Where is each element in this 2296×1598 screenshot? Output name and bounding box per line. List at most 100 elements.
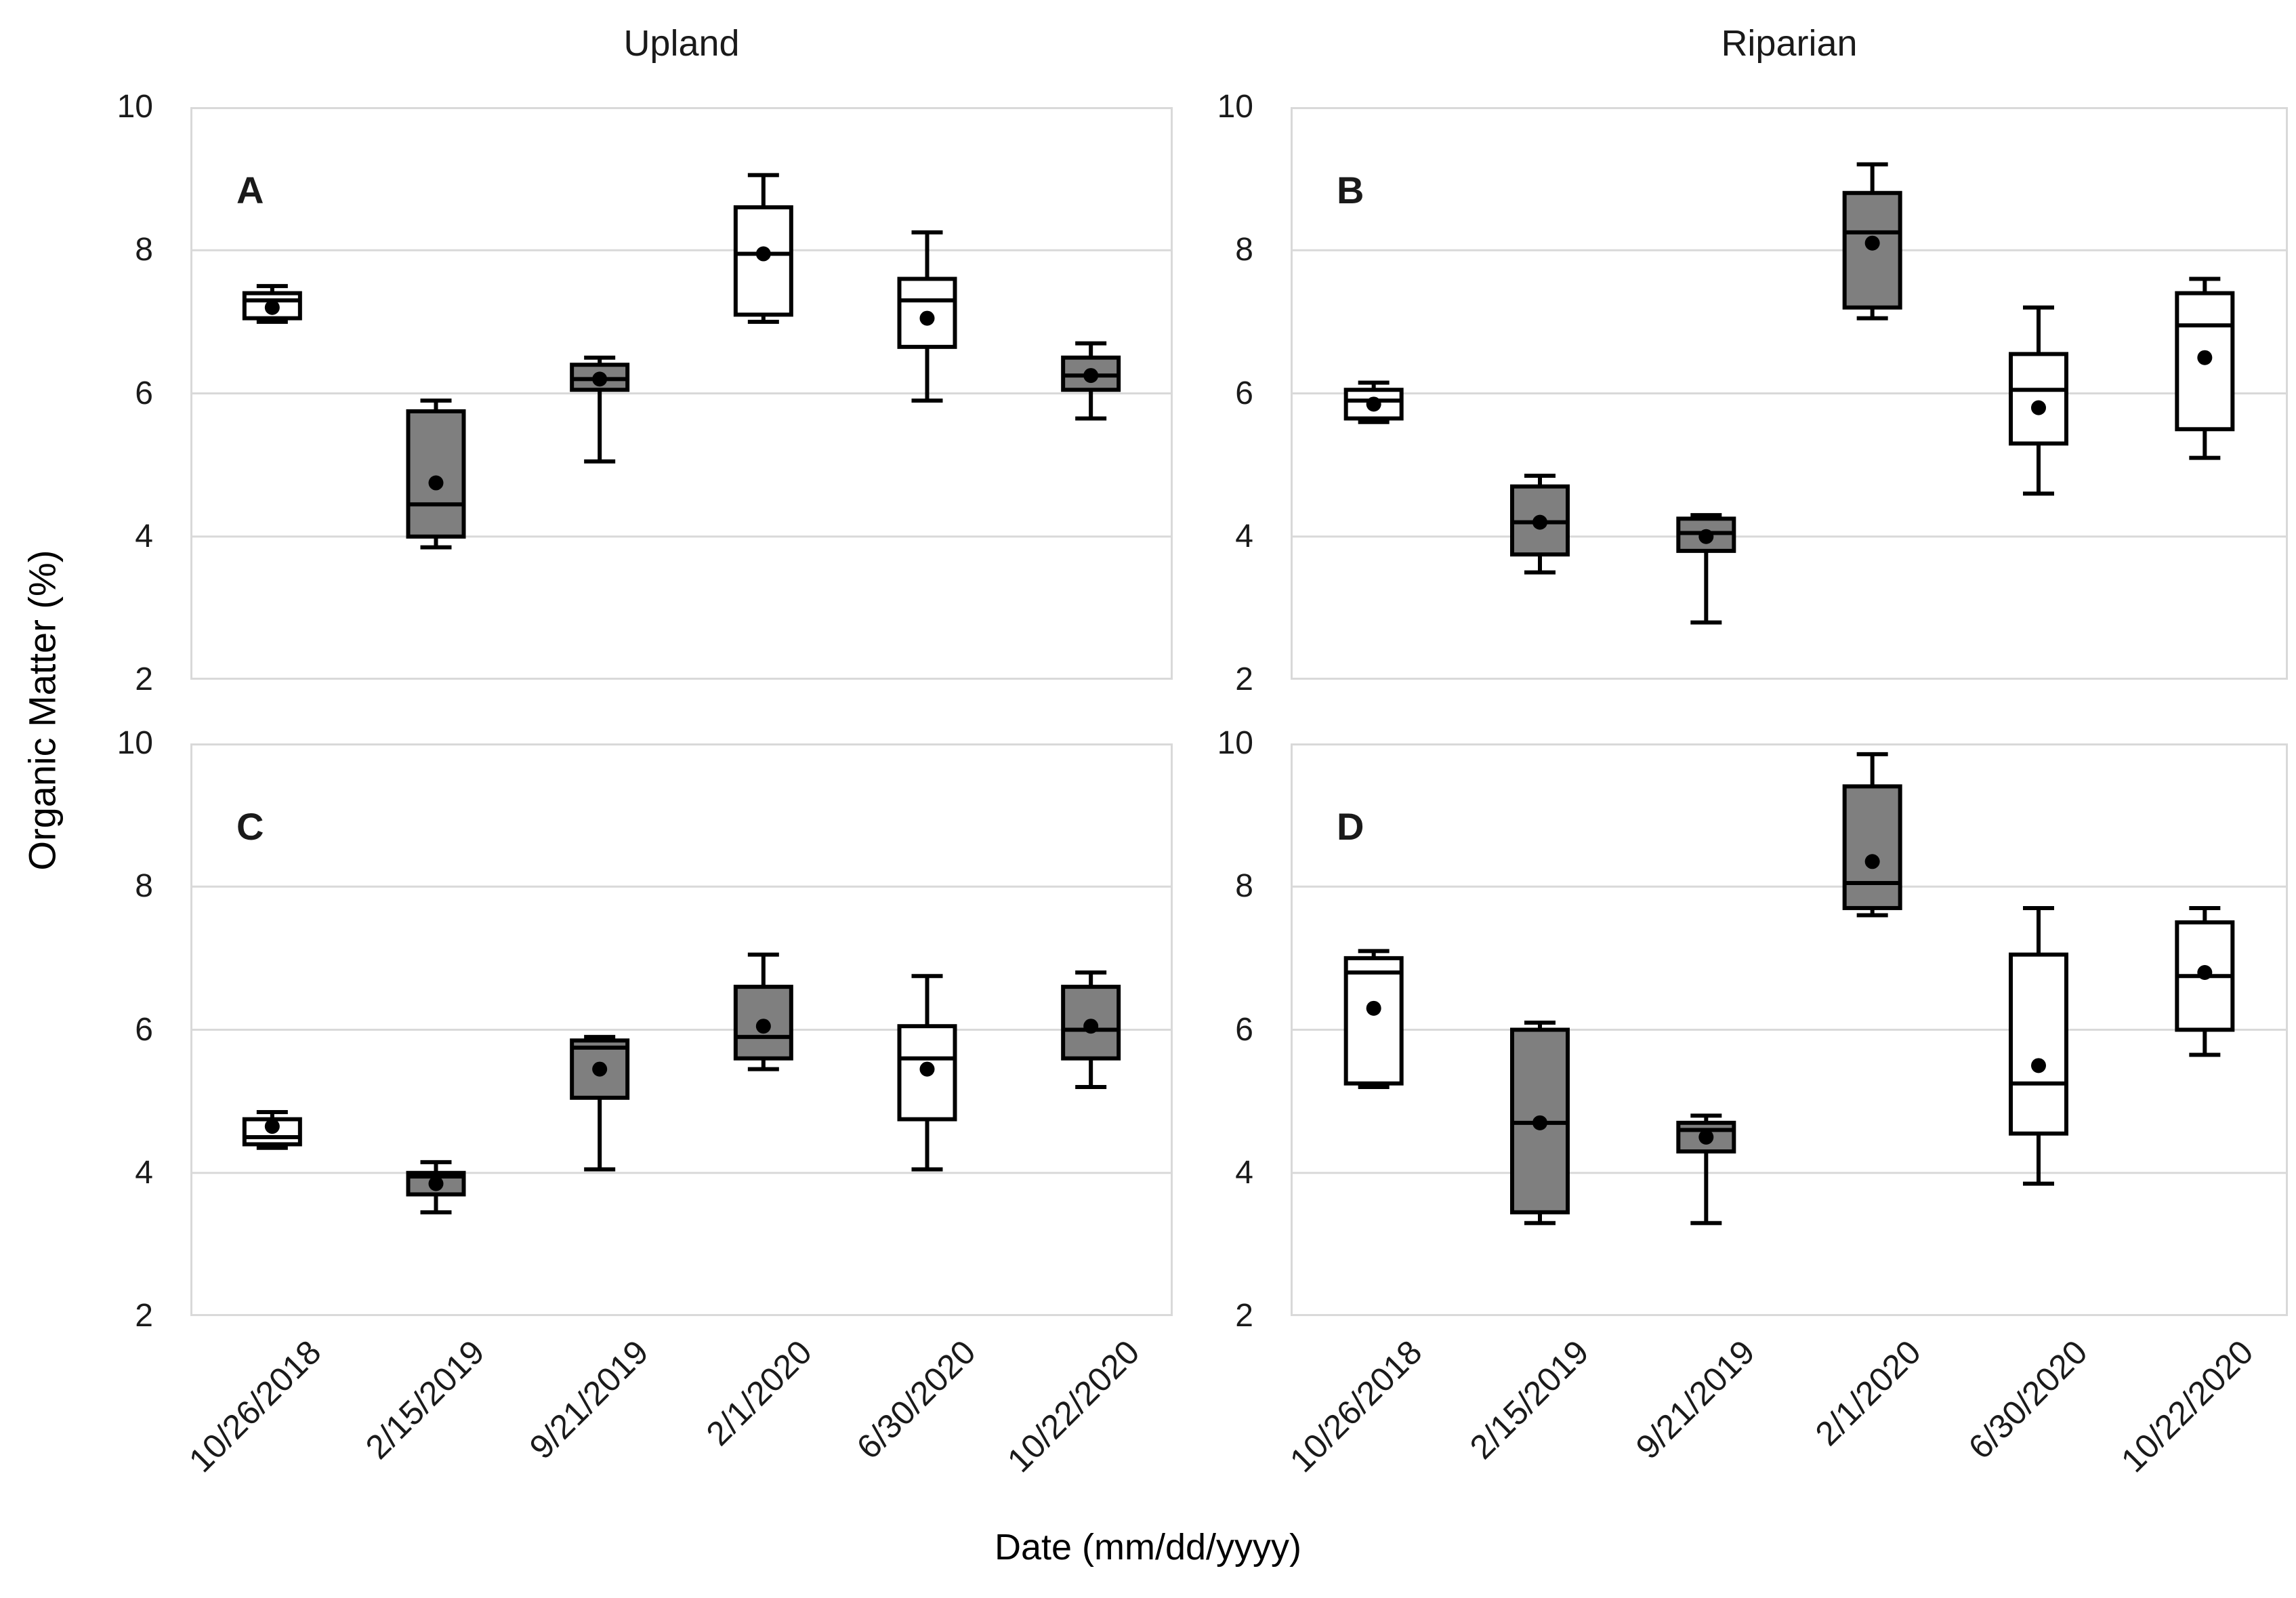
mean-dot (264, 300, 280, 315)
boxplot-D-10/26/2018 (1343, 949, 1404, 1089)
mean-dot (1864, 854, 1880, 869)
mean-dot (264, 1119, 280, 1134)
y-tick-label-A-4: 4 (135, 518, 153, 554)
panel-A: A (190, 107, 1173, 680)
boxplot-C-2/15/2019 (406, 1160, 466, 1214)
x-tick-label-C-10/22/2020: 10/22/2020 (999, 1332, 1147, 1480)
boxplot-B-2/1/2020 (1842, 162, 1902, 321)
mean-dot (2197, 965, 2213, 980)
mean-dot (428, 1176, 444, 1191)
panel-D: D (1291, 743, 2288, 1316)
y-tick-label-B-4: 4 (1235, 518, 1253, 554)
mean-dot (755, 246, 771, 262)
boxplot-A-10/26/2018 (242, 284, 302, 324)
panel-A-plot: A (190, 107, 1173, 680)
mean-dot (1083, 1019, 1099, 1034)
boxplot-B-10/22/2020 (2175, 276, 2235, 460)
y-tick-label-B-10: 10 (1217, 89, 1253, 125)
boxplot-D-2/1/2020 (1842, 752, 1902, 918)
panel-C-plot: C (190, 743, 1173, 1316)
column-title-riparian: Riparian (1721, 23, 1858, 64)
y-tick-label-A-10: 10 (117, 89, 153, 125)
boxplot-C-9/21/2019 (570, 1035, 630, 1172)
x-tick-label-D-6/30/2020: 6/30/2020 (1961, 1332, 2095, 1467)
y-tick-label-D-2: 2 (1235, 1298, 1253, 1334)
mean-dot (1698, 529, 1714, 544)
mean-dot (919, 310, 935, 326)
x-tick-label-D-10/22/2020: 10/22/2020 (2114, 1332, 2261, 1480)
boxplot-D-9/21/2019 (1676, 1113, 1736, 1225)
y-tick-label-C-10: 10 (117, 725, 153, 761)
mean-dot (1532, 1115, 1547, 1130)
panel-B: B (1291, 107, 2288, 680)
boxplot-B-10/26/2018 (1343, 380, 1404, 424)
mean-dot (592, 371, 608, 387)
x-tick-label-D-9/21/2019: 9/21/2019 (1628, 1332, 1762, 1467)
panel-C: C (190, 743, 1173, 1316)
x-tick-label-D-2/1/2020: 2/1/2020 (1808, 1332, 1928, 1453)
y-tick-label-D-6: 6 (1235, 1011, 1253, 1048)
mean-dot (2197, 350, 2213, 365)
panel-letter-A: A (236, 169, 264, 211)
x-tick-label-C-6/30/2020: 6/30/2020 (849, 1332, 983, 1467)
iqr-box (2009, 352, 2068, 446)
mean-dot (428, 475, 444, 491)
column-title-upland: Upland (623, 23, 740, 64)
mean-dot (2031, 1058, 2046, 1073)
x-tick-label-C-9/21/2019: 9/21/2019 (522, 1332, 656, 1467)
boxplot-A-10/22/2020 (1061, 341, 1121, 421)
mean-dot (592, 1061, 608, 1077)
y-tick-label-B-6: 6 (1235, 375, 1253, 411)
y-tick-label-B-2: 2 (1235, 661, 1253, 697)
mean-dot (1366, 396, 1381, 412)
boxplot-C-6/30/2020 (897, 974, 957, 1172)
boxplot-C-2/1/2020 (733, 952, 793, 1071)
boxplot-D-2/15/2019 (1510, 1020, 1570, 1225)
y-tick-label-A-6: 6 (135, 375, 153, 411)
mean-dot (1366, 1000, 1381, 1016)
y-tick-label-B-8: 8 (1235, 232, 1253, 268)
boxplot-C-10/22/2020 (1061, 970, 1121, 1089)
iqr-box (406, 409, 466, 539)
y-tick-label-D-10: 10 (1217, 725, 1253, 761)
boxplot-B-9/21/2019 (1676, 513, 1736, 625)
panel-letter-B: B (1337, 169, 1364, 211)
boxplot-A-6/30/2020 (897, 230, 957, 403)
x-tick-label-C-2/1/2020: 2/1/2020 (698, 1332, 820, 1453)
x-tick-label-C-10/26/2018: 10/26/2018 (181, 1332, 329, 1480)
iqr-box (2009, 952, 2068, 1136)
mean-dot (1532, 514, 1547, 530)
x-axis-label: Date (mm/dd/yyyy) (994, 1527, 1302, 1568)
iqr-box (1842, 784, 1902, 910)
iqr-box (897, 1024, 957, 1122)
y-tick-label-C-6: 6 (135, 1011, 153, 1048)
panel-B-plot: B (1291, 107, 2288, 680)
boxplot-C-10/26/2018 (242, 1109, 302, 1150)
y-tick-label-A-2: 2 (135, 661, 153, 697)
y-tick-label-D-4: 4 (1235, 1154, 1253, 1191)
x-tick-label-D-2/15/2019: 2/15/2019 (1462, 1332, 1596, 1467)
mean-dot (1083, 368, 1099, 384)
y-tick-label-C-4: 4 (135, 1154, 153, 1191)
mean-dot (919, 1061, 935, 1077)
iqr-box (1343, 956, 1404, 1086)
boxplot-A-2/1/2020 (733, 173, 793, 324)
y-axis-label-text: Organic Matter (%) (20, 550, 64, 871)
boxplot-A-2/15/2019 (406, 398, 466, 550)
boxplot-B-6/30/2020 (2009, 305, 2068, 496)
boxplot-D-6/30/2020 (2009, 905, 2068, 1186)
y-tick-label-C-8: 8 (135, 868, 153, 905)
y-tick-label-A-8: 8 (135, 232, 153, 268)
iqr-box (733, 205, 793, 317)
mean-dot (2031, 400, 2046, 415)
y-tick-label-D-8: 8 (1235, 868, 1253, 905)
x-tick-label-D-10/26/2018: 10/26/2018 (1282, 1332, 1429, 1480)
mean-dot (1864, 235, 1880, 251)
panel-letter-D: D (1337, 805, 1364, 848)
mean-dot (1698, 1129, 1714, 1145)
boxplot-B-2/15/2019 (1510, 473, 1570, 575)
panel-D-plot: D (1291, 743, 2288, 1316)
x-tick-label-C-2/15/2019: 2/15/2019 (358, 1332, 492, 1467)
boxplot-A-9/21/2019 (570, 355, 630, 464)
y-tick-label-C-2: 2 (135, 1298, 153, 1334)
